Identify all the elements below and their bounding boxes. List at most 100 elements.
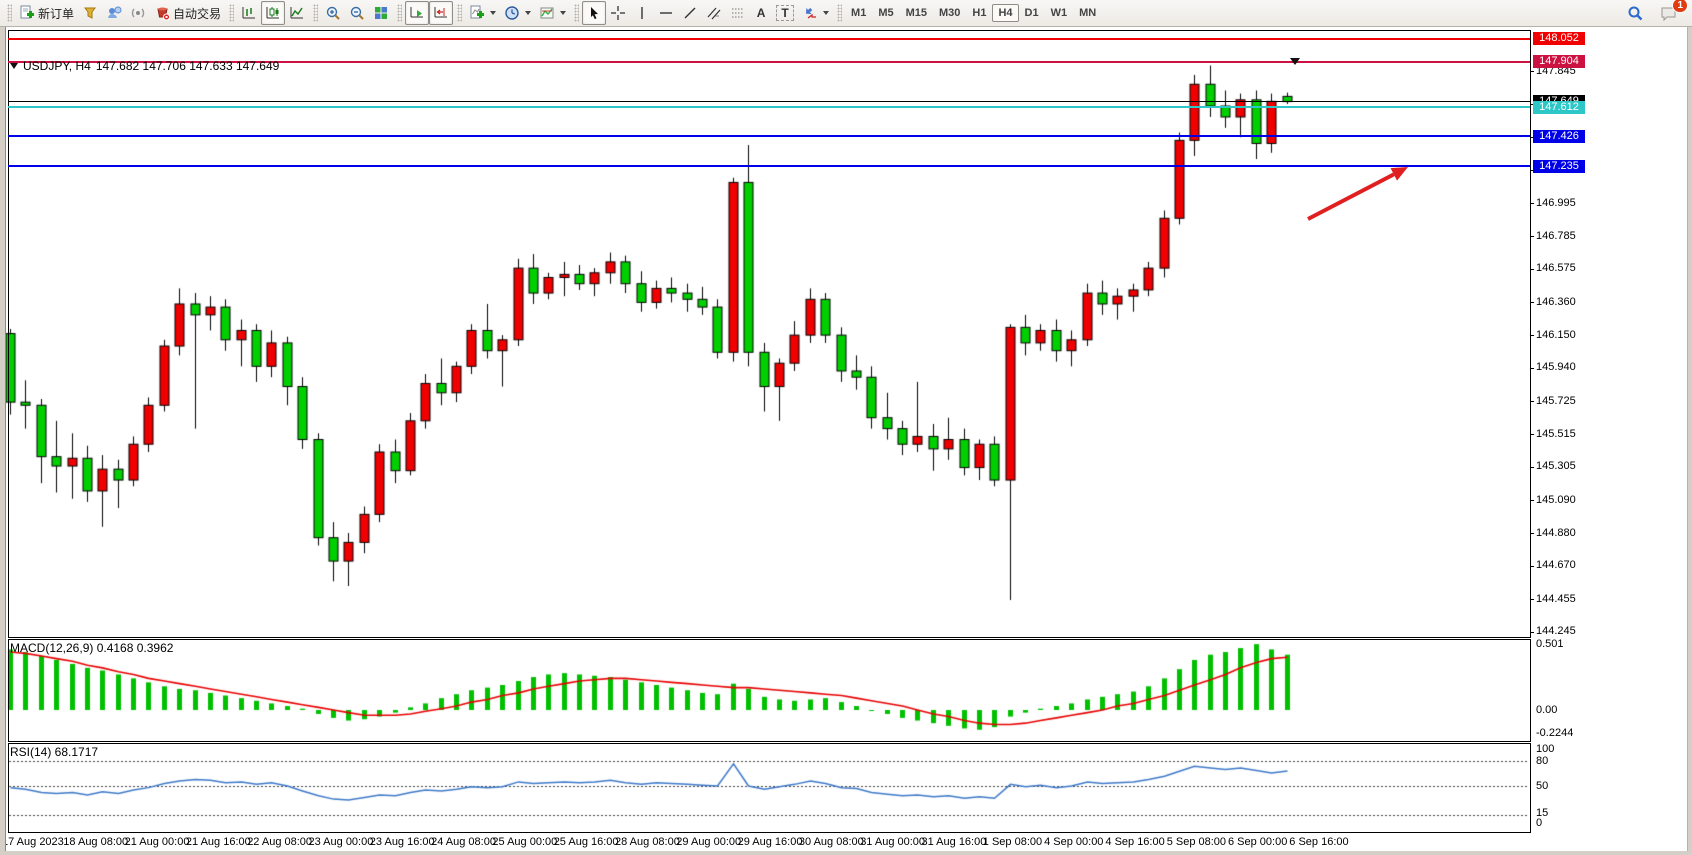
timeframe-button-d1[interactable]: D1 [1024, 7, 1039, 19]
timeframe-button-h4[interactable]: H4 [992, 4, 1019, 22]
trendline-icon [682, 5, 698, 21]
signals-user-button[interactable] [102, 1, 126, 25]
vertical-line-icon [634, 5, 650, 21]
fibonacci-button[interactable] [726, 1, 750, 25]
toolbar-gripper[interactable] [7, 4, 12, 22]
toolbar-gripper[interactable] [313, 4, 319, 22]
horizontal-price-line-147.649[interactable] [8, 101, 1530, 103]
trendline-button[interactable] [678, 1, 702, 25]
price-tick-label: 146.150 [1536, 328, 1576, 341]
date-label: 6 Sep 16:00 [1289, 836, 1349, 848]
rsi-panel-separator[interactable] [0, 739, 1692, 743]
timeframe-button-w1[interactable]: W1 [1050, 7, 1068, 19]
chart-title: USDJPY, H4 147.682 147.706 147.633 147.6… [10, 59, 279, 73]
price-tick-label: 146.575 [1536, 262, 1576, 275]
candlestick-button[interactable] [261, 1, 286, 25]
rsi-tick-label: 80 [1536, 755, 1549, 767]
timeframe-button-m1[interactable]: M1 [851, 7, 867, 19]
drawing-group: A T [571, 1, 833, 25]
indicators-button[interactable] [465, 1, 500, 25]
horizontal-price-line-147.426[interactable] [8, 135, 1530, 138]
horizontal-price-line-147.612[interactable] [8, 106, 1530, 109]
toolbar-gripper[interactable] [457, 4, 463, 22]
horizontal-price-line-147.904[interactable] [8, 60, 1530, 63]
autotrading-icon [154, 5, 171, 21]
autoscroll-button[interactable] [405, 1, 430, 25]
timeframe-button-mn[interactable]: MN [1079, 7, 1097, 19]
cursor-button[interactable] [582, 1, 607, 25]
date-label: 23 Aug 16:00 [369, 836, 435, 848]
horizontal-price-line-148.052[interactable] [8, 37, 1530, 40]
horizontal-line-button[interactable] [654, 1, 678, 25]
price-chart-canvas[interactable] [0, 27, 1692, 855]
chart-window: USDJPY, H4 147.682 147.706 147.633 147.6… [0, 27, 1692, 855]
gold-tool-button[interactable] [78, 1, 102, 25]
broadcast-button[interactable] [126, 1, 150, 25]
date-label: 22 Aug 08:00 [247, 836, 313, 848]
toolbar-gripper[interactable] [397, 4, 403, 22]
scroll-group [394, 1, 454, 25]
timeframe-button-m30[interactable]: M30 [939, 7, 961, 19]
chart-shift-button[interactable] [429, 1, 454, 25]
price-tickmark [1530, 631, 1534, 633]
toolbar: 新订单 [0, 0, 1692, 27]
new-order-label: 新订单 [38, 6, 75, 21]
date-label: 24 Aug 08:00 [431, 836, 496, 848]
symbol-period-label: USDJPY, H4 [23, 59, 91, 73]
price-tick-label: 144.245 [1536, 625, 1576, 638]
timeframe-button-m5[interactable]: M5 [878, 7, 894, 19]
timeframe-button-m15[interactable]: M15 [905, 7, 927, 19]
toolbar-gripper[interactable] [229, 4, 235, 22]
indicators-caret[interactable] [490, 11, 497, 15]
timeframe-group: M1 M5 M15 M30 H1 H4 D1 W1 MN [834, 1, 1102, 25]
trade-group: 新订单 [4, 1, 225, 25]
zoom-out-button[interactable] [345, 1, 369, 25]
shapes-caret[interactable] [823, 11, 830, 15]
macd-tick-label: 0.501 [1536, 638, 1564, 650]
text-tool-button[interactable]: A [750, 1, 772, 25]
price-tickmark [1530, 466, 1534, 468]
price-tickmark [1530, 500, 1534, 502]
label-tool-icon: T [776, 5, 795, 21]
price-tick-label: 145.725 [1536, 394, 1576, 407]
rsi-tick-label: 15 [1536, 807, 1549, 819]
templates-caret[interactable] [560, 11, 567, 15]
tile-windows-button[interactable] [369, 1, 393, 25]
vertical-line-button[interactable] [630, 1, 654, 25]
date-label: 29 Aug 00:00 [676, 836, 742, 848]
notifications-button[interactable]: 1 [1656, 0, 1688, 25]
chart-shift-marker-icon[interactable] [1290, 58, 1300, 65]
macd-tick-label: -0.2244 [1536, 727, 1574, 739]
indicator-add-icon [469, 5, 485, 21]
horizontal-price-line-147.235[interactable] [8, 165, 1530, 168]
label-tool-button[interactable]: T [772, 1, 798, 25]
toolbar-gripper[interactable] [837, 4, 843, 22]
date-label: 4 Sep 16:00 [1105, 836, 1165, 848]
date-label: 28 Aug 08:00 [615, 836, 680, 848]
zoom-out-icon [349, 5, 365, 21]
autotrading-label: 自动交易 [173, 6, 222, 21]
price-tickmark [1530, 367, 1534, 369]
channel-button[interactable] [702, 1, 726, 25]
periods-caret[interactable] [525, 11, 532, 15]
macd-panel-separator[interactable] [0, 635, 1692, 639]
price-tickmark [1530, 401, 1534, 403]
shapes-button[interactable] [798, 1, 833, 25]
search-button[interactable] [1623, 1, 1648, 25]
crosshair-button[interactable] [606, 1, 630, 25]
price-tick-label: 146.785 [1536, 229, 1576, 242]
timeframe-button-h1[interactable]: H1 [972, 7, 987, 19]
collapse-triangle-icon[interactable] [10, 63, 18, 69]
bar-chart-button[interactable] [237, 1, 261, 25]
periods-button[interactable] [500, 1, 535, 25]
toolbar-gripper[interactable] [574, 4, 580, 22]
autotrading-button[interactable]: 自动交易 [150, 1, 225, 25]
new-order-button[interactable]: 新订单 [15, 1, 78, 25]
date-label: 23 Aug 00:00 [308, 836, 374, 848]
price-tick-label: 145.515 [1536, 427, 1576, 440]
templates-button[interactable] [535, 1, 570, 25]
zoom-in-button[interactable] [321, 1, 345, 25]
price-tickmark [1530, 434, 1534, 436]
line-chart-button[interactable] [285, 1, 309, 25]
gold-funnel-icon [82, 5, 98, 21]
